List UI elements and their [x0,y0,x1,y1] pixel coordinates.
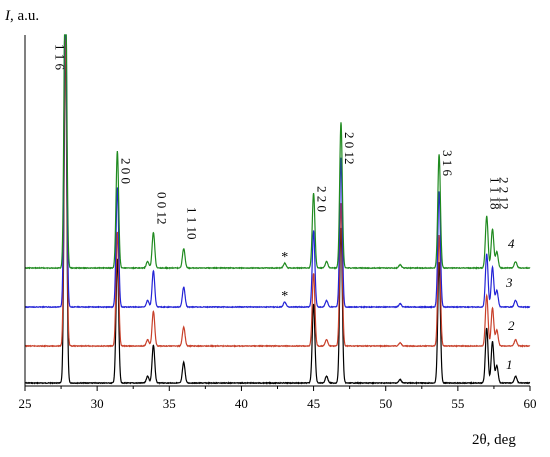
x-tick-label: 45 [307,396,320,411]
peak-label: 1 1 10 [185,207,200,240]
peak-label: 1 1 18 [488,177,503,210]
impurity-marker: * [281,250,288,265]
series-line-1 [24,37,531,385]
curves-group [24,34,531,385]
x-tick-label: 25 [19,396,32,411]
series-line-3 [24,34,531,309]
impurity-markers-group: ** [281,250,288,304]
series-line-2 [24,34,531,348]
x-tick-label: 55 [451,396,464,411]
y-axis-title-symbol: I [4,8,11,24]
peak-label: 2 0 0 [118,158,133,184]
x-tick-label: 40 [235,396,248,411]
series-line-4 [24,34,531,270]
curve-label: 2 [508,318,515,333]
peak-label: 3 1 6 [440,150,455,177]
curve-label: 4 [508,236,515,251]
x-tick-label: 35 [163,396,176,411]
x-tick-label: 60 [524,396,537,411]
y-axis-title-unit: , a.u. [10,8,39,24]
peak-label: 1 1 6 [52,44,67,71]
x-tick-label: 30 [91,396,104,411]
peak-label: 2 0 12 [342,132,357,165]
axes-group [24,35,530,387]
curve-label: 3 [505,275,513,290]
x-ticks-group: 25 30 35 40 45 50 55 60 [19,386,537,411]
x-tick-label: 50 [379,396,392,411]
impurity-marker: * [281,289,288,304]
x-axis-title: 2θ, deg [472,432,516,448]
peak-label: 2 2 0 [315,186,330,212]
peak-labels-group: 1 1 6 2 0 0 0 0 12 1 1 10 2 2 0 2 0 12 3 1 6 1 … [52,44,511,240]
y-axis-title: I, a.u. [4,8,39,24]
curve-labels-group: 1 2 3 4 [505,236,515,372]
peak-label: 2 2 12 [496,177,511,210]
curve-label: 1 [506,357,513,372]
peak-label: 0 0 12 [154,192,169,225]
